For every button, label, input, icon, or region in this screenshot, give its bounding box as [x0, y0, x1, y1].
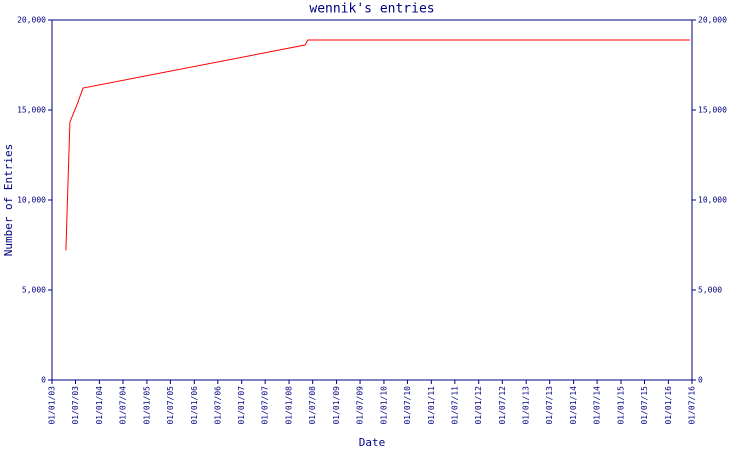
x-tick-label: 01/07/08	[308, 386, 317, 425]
x-tick-label: 01/01/05	[142, 386, 151, 425]
x-tick-label: 01/01/09	[332, 386, 341, 425]
x-tick-label: 01/01/15	[616, 386, 625, 425]
x-tick-label: 01/01/14	[569, 386, 578, 425]
x-tick-label: 01/07/14	[593, 386, 602, 425]
chart-title: wennik's entries	[309, 2, 434, 17]
x-tick-label: 01/07/09	[356, 386, 365, 425]
x-axis-label: Date	[359, 436, 386, 449]
x-tick-label: 01/07/12	[498, 386, 507, 425]
x-tick-label: 01/07/04	[119, 386, 128, 425]
x-tick-label: 01/07/10	[403, 386, 412, 425]
x-tick-label: 01/01/06	[190, 386, 199, 425]
x-tick-label: 01/01/03	[48, 386, 57, 425]
y-tick-label: 10,000	[17, 196, 46, 205]
y2-tick-label: 20,000	[698, 16, 727, 25]
y2-tick-label: 15,000	[698, 106, 727, 115]
x-tick-label: 01/07/03	[71, 386, 80, 425]
x-tick-label: 01/01/12	[474, 386, 483, 425]
y2-tick-label: 0	[698, 376, 703, 385]
y-tick-label: 15,000	[17, 106, 46, 115]
x-tick-label: 01/01/16	[664, 386, 673, 425]
y-tick-label: 0	[41, 376, 46, 385]
y-tick-label: 5,000	[22, 286, 46, 295]
x-tick-label: 01/07/06	[213, 386, 222, 425]
x-tick-label: 01/01/10	[379, 386, 388, 425]
x-tick-label: 01/01/07	[237, 386, 246, 425]
x-tick-label: 01/01/04	[95, 386, 104, 425]
x-tick-label: 01/01/13	[522, 386, 531, 425]
x-tick-label: 01/07/05	[166, 386, 175, 425]
x-tick-label: 01/01/11	[427, 386, 436, 425]
x-tick-label: 01/01/08	[285, 386, 294, 425]
y-axis-label: Number of Entries	[2, 144, 15, 257]
x-tick-label: 01/07/11	[450, 386, 459, 425]
x-tick-label: 01/07/13	[545, 386, 554, 425]
line-series	[65, 39, 691, 251]
y-tick-label: 20,000	[17, 16, 46, 25]
x-tick-label: 01/07/15	[640, 386, 649, 425]
y2-tick-label: 10,000	[698, 196, 727, 205]
x-tick-label: 01/07/16	[688, 386, 697, 425]
plot-frame	[51, 19, 693, 381]
y2-tick-label: 5,000	[698, 286, 722, 295]
x-tick-label: 01/07/07	[261, 386, 270, 425]
